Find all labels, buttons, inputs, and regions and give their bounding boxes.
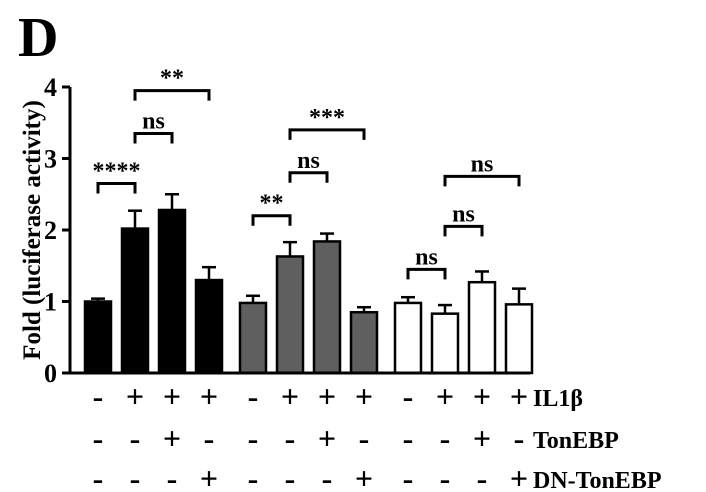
significance-bracket: [133, 131, 174, 144]
significance-label: **: [260, 191, 284, 217]
bar: [120, 227, 150, 375]
significance-bracket: [96, 182, 137, 194]
condition-sign: +: [126, 378, 144, 414]
condition-sign: -: [248, 460, 259, 492]
significance-label: ns: [452, 201, 475, 227]
y-axis: 0 1 2 3 4: [44, 73, 72, 388]
bar: [467, 280, 497, 375]
condition-sign: -: [514, 420, 525, 456]
significance-bracket: [288, 171, 329, 183]
y-tick-label: 4: [44, 73, 57, 102]
bar: [238, 301, 268, 375]
condition-sign: -: [403, 378, 414, 414]
condition-sign: +: [355, 378, 373, 414]
condition-sign: +: [473, 378, 491, 414]
condition-sign: +: [200, 460, 218, 492]
condition-sign: -: [93, 420, 104, 456]
significance-label: ****: [93, 159, 141, 185]
condition-sign: -: [285, 460, 296, 492]
y-tick-label: 2: [44, 216, 57, 245]
bar: [393, 301, 423, 375]
condition-label: DN-TonEBP: [533, 468, 661, 492]
condition-sign: -: [248, 420, 259, 456]
condition-sign: -: [440, 460, 451, 492]
condition-sign: -: [322, 460, 333, 492]
y-tick-label: 3: [44, 145, 57, 174]
significance-label: ns: [471, 151, 494, 177]
condition-sign: -: [130, 420, 141, 456]
bar: [83, 300, 113, 375]
significance-label: ***: [309, 105, 345, 131]
condition-sign: +: [510, 460, 528, 492]
condition-sign: -: [130, 460, 141, 492]
error-bars: [91, 193, 526, 314]
condition-sign: -: [93, 460, 104, 492]
condition-sign: +: [355, 460, 373, 492]
significance-label: ns: [142, 108, 165, 134]
condition-sign: -: [477, 460, 488, 492]
bar: [349, 310, 379, 375]
significance-bracket: [288, 128, 366, 140]
condition-sign: +: [163, 420, 181, 456]
condition-sign: -: [285, 420, 296, 456]
condition-sign: -: [403, 420, 414, 456]
condition-label: TonEBP: [533, 428, 619, 454]
condition-sign: -: [167, 460, 178, 492]
condition-sign: -: [440, 420, 451, 456]
bar: [504, 303, 534, 375]
condition-table: - + + + - + + + - + + + IL1β- - + - - - + - - - + - TonEBP- - - + - -…: [93, 378, 662, 492]
condition-sign: +: [473, 420, 491, 456]
condition-sign: +: [281, 378, 299, 414]
bars: [83, 208, 534, 375]
condition-sign: +: [318, 420, 336, 456]
significance-bracket: [133, 89, 211, 101]
condition-sign: +: [163, 378, 181, 414]
condition-sign: +: [318, 378, 336, 414]
significance-label: ns: [415, 244, 438, 270]
condition-sign: -: [93, 378, 104, 414]
significance-bracket: [251, 214, 292, 226]
bar: [312, 240, 342, 375]
y-tick-label: 1: [44, 288, 57, 317]
significance-label: ns: [297, 148, 320, 174]
condition-sign: -: [204, 420, 215, 456]
condition-sign: -: [359, 420, 370, 456]
bar: [157, 208, 187, 375]
bar: [194, 278, 224, 375]
condition-sign: -: [248, 378, 259, 414]
bar: [430, 312, 460, 375]
condition-label: IL1β: [533, 386, 583, 412]
condition-sign: +: [200, 378, 218, 414]
significance-bracket: [443, 174, 521, 187]
panel-label: D: [18, 7, 58, 69]
significance-label: **: [160, 66, 184, 92]
condition-sign: +: [436, 378, 454, 414]
significance-bracket: [443, 224, 484, 237]
bar: [275, 255, 305, 375]
significance-bracket: [406, 267, 447, 280]
condition-sign: -: [403, 460, 414, 492]
condition-sign: +: [510, 378, 528, 414]
y-axis-label: Fold (luciferase activity): [19, 100, 46, 360]
y-tick-label: 0: [44, 359, 57, 388]
